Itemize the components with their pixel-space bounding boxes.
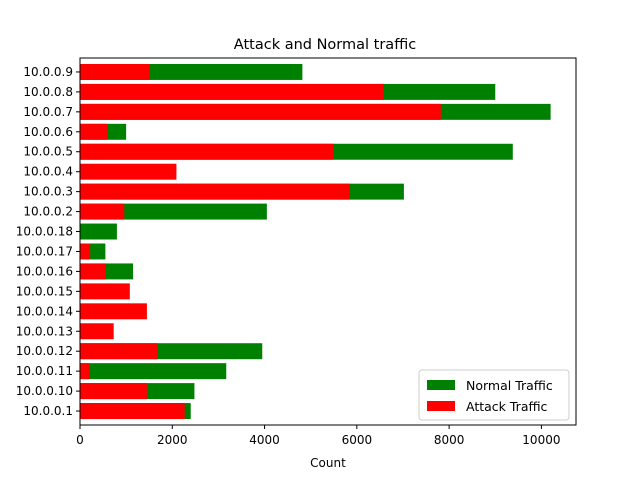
y-tick-label-10-0-0-3: 10.0.0.3 [23, 185, 73, 199]
plot-frame [79, 57, 577, 426]
legend: Normal Traffic Attack Traffic [418, 369, 570, 421]
y-tick-label-10-0-0-15: 10.0.0.15 [16, 284, 73, 298]
bar-attack-traffic-10-0-0-14 [80, 303, 147, 320]
bar-attack-traffic-10-0-0-9 [80, 63, 150, 80]
x-tick-label: 4000 [249, 433, 280, 447]
y-tick-label-10-0-0-17: 10.0.0.17 [16, 244, 73, 258]
bars-group [80, 63, 551, 420]
bar-normal-traffic-10-0-0-18 [80, 223, 117, 240]
bar-attack-traffic-10-0-0-13 [80, 323, 114, 340]
y-tick-label-10-0-0-6: 10.0.0.6 [23, 125, 73, 139]
y-tick-label-10-0-0-11: 10.0.0.11 [16, 364, 73, 378]
y-tick-label-10-0-0-2: 10.0.0.2 [23, 205, 73, 219]
y-axis: 10.0.0.1 10.0.0.10 10.0.0.11 10.0.0.12 10.0.… [16, 65, 80, 418]
bar-attack-traffic-10-0-0-7 [80, 103, 441, 120]
x-tick-label: 0 [76, 433, 84, 447]
bar-attack-traffic-10-0-0-6 [80, 123, 108, 140]
bar-attack-traffic-10-0-0-5 [80, 143, 334, 160]
y-tick-label-10-0-0-9: 10.0.0.9 [23, 65, 73, 79]
chart-title: Attack and Normal traffic [234, 37, 416, 53]
y-tick-label-10-0-0-5: 10.0.0.5 [23, 145, 73, 159]
legend-swatch-normal-traffic [427, 380, 455, 390]
bar-attack-traffic-10-0-0-8 [80, 83, 384, 100]
bar-attack-traffic-10-0-0-10 [80, 383, 147, 400]
legend-label-attack-traffic: Attack Traffic [466, 399, 548, 414]
bar-attack-traffic-10-0-0-2 [80, 203, 125, 220]
bar-attack-traffic-10-0-0-16 [80, 263, 106, 280]
y-tick-label-10-0-0-7: 10.0.0.7 [23, 105, 73, 119]
bar-normal-traffic-10-0-0-2 [80, 203, 267, 220]
y-tick-label-10-0-0-16: 10.0.0.16 [16, 264, 73, 278]
bar-attack-traffic-10-0-0-4 [80, 163, 177, 180]
y-tick-label-10-0-0-8: 10.0.0.8 [23, 85, 73, 99]
y-tick-label-10-0-0-12: 10.0.0.12 [16, 344, 73, 358]
bar-attack-traffic-10-0-0-1 [80, 403, 185, 420]
x-axis: 0 2000 4000 6000 8000 10000 [76, 425, 560, 447]
bar-attack-traffic-10-0-0-3 [80, 183, 350, 200]
bar-normal-traffic-10-0-0-11 [80, 363, 227, 380]
x-tick-label: 6000 [342, 433, 373, 447]
y-tick-label-10-0-0-1: 10.0.0.1 [23, 404, 73, 418]
x-tick-label: 10000 [522, 433, 560, 447]
y-tick-label-10-0-0-4: 10.0.0.4 [23, 165, 73, 179]
y-tick-label-10-0-0-10: 10.0.0.10 [16, 384, 73, 398]
x-axis-label: Count [310, 456, 346, 470]
y-tick-label-10-0-0-18: 10.0.0.18 [16, 225, 73, 239]
bar-attack-traffic-10-0-0-17 [80, 243, 91, 260]
legend-box [418, 369, 570, 421]
bar-attack-traffic-10-0-0-12 [80, 343, 158, 360]
legend-swatch-attack-traffic [427, 401, 455, 411]
x-tick-label: 8000 [434, 433, 465, 447]
y-tick-label-10-0-0-14: 10.0.0.14 [16, 304, 73, 318]
y-tick-label-10-0-0-13: 10.0.0.13 [16, 324, 73, 338]
x-tick-label: 2000 [157, 433, 188, 447]
bar-attack-traffic-10-0-0-15 [80, 283, 130, 300]
bar-attack-traffic-10-0-0-11 [80, 363, 90, 380]
legend-label-normal-traffic: Normal Traffic [466, 378, 553, 393]
